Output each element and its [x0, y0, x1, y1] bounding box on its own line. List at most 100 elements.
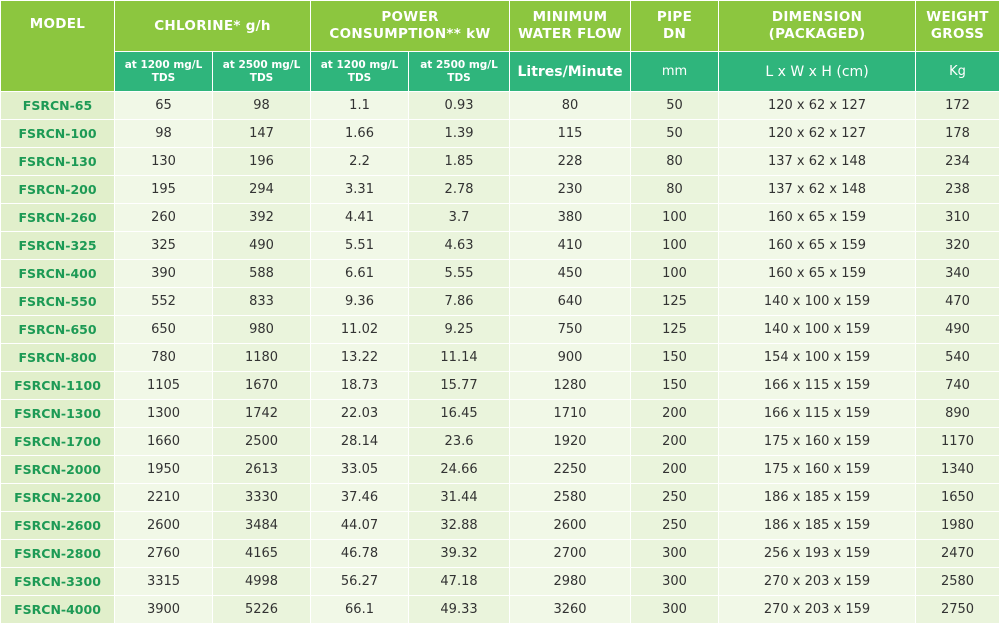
cell-chlorine-2500: 1180 [211, 343, 312, 372]
cell-pipe-dn: 300 [630, 567, 720, 596]
cell-dimension: 160 x 65 x 159 [718, 259, 917, 288]
cell-weight: 238 [915, 175, 999, 204]
table-row: FSRCN-3300 3315 4998 56.27 47.18 2980 300 270 x… [0, 567, 999, 596]
cell-water-flow: 80 [509, 91, 632, 120]
cell-power-1200: 66.1 [310, 595, 410, 624]
cell-power-1200: 1.66 [310, 119, 410, 148]
cell-power-2500: 23.6 [408, 427, 511, 456]
cell-dimension: 160 x 65 x 159 [718, 203, 917, 232]
cell-power-2500: 5.55 [408, 259, 511, 288]
cell-power-1200: 13.22 [310, 343, 410, 372]
cell-model: FSRCN-4000 [0, 595, 115, 624]
cell-chlorine-2500: 4165 [211, 539, 312, 568]
cell-dimension: 140 x 100 x 159 [718, 315, 917, 344]
table-row: FSRCN-650 650 980 11.02 9.25 750 125 140 x 100 … [0, 315, 999, 344]
cell-model: FSRCN-1300 [0, 399, 115, 428]
cell-power-2500: 49.33 [408, 595, 511, 624]
table-row: FSRCN-1300 1300 1742 22.03 16.45 1710 200 166 x… [0, 399, 999, 428]
cell-power-2500: 39.32 [408, 539, 511, 568]
cell-chlorine-2500: 833 [211, 287, 312, 316]
cell-pipe-dn: 100 [630, 231, 720, 260]
cell-weight: 172 [915, 91, 999, 120]
cell-model: FSRCN-2200 [0, 483, 115, 512]
cell-pipe-dn: 100 [630, 259, 720, 288]
cell-weight: 2750 [915, 595, 999, 624]
subheader-pipe-unit: mm [630, 51, 720, 92]
table-row: FSRCN-65 65 98 1.1 0.93 80 50 120 x 62 x 127 172 [0, 91, 999, 120]
cell-chlorine-1200: 1300 [114, 399, 213, 428]
cell-chlorine-2500: 392 [211, 203, 312, 232]
table-row: FSRCN-550 552 833 9.36 7.86 640 125 140 x 100 x… [0, 287, 999, 316]
cell-pipe-dn: 200 [630, 399, 720, 428]
cell-power-2500: 1.39 [408, 119, 511, 148]
cell-weight: 310 [915, 203, 999, 232]
cell-power-1200: 6.61 [310, 259, 410, 288]
cell-chlorine-2500: 147 [211, 119, 312, 148]
cell-pipe-dn: 80 [630, 147, 720, 176]
cell-model: FSRCN-3300 [0, 567, 115, 596]
cell-chlorine-1200: 1950 [114, 455, 213, 484]
cell-chlorine-1200: 2600 [114, 511, 213, 540]
cell-water-flow: 2700 [509, 539, 632, 568]
subheader-weight-unit: Kg [915, 51, 999, 92]
cell-weight: 1980 [915, 511, 999, 540]
cell-pipe-dn: 50 [630, 119, 720, 148]
subheader-chlorine-2500: at 2500 mg/L TDS [211, 51, 312, 92]
cell-chlorine-1200: 260 [114, 203, 213, 232]
cell-power-2500: 1.85 [408, 147, 511, 176]
cell-pipe-dn: 250 [630, 483, 720, 512]
cell-water-flow: 750 [509, 315, 632, 344]
header-row: MODEL CHLORINE* g/h POWER CONSUMPTION** … [0, 0, 999, 92]
cell-pipe-dn: 250 [630, 511, 720, 540]
cell-dimension: 137 x 62 x 148 [718, 175, 917, 204]
cell-power-1200: 9.36 [310, 287, 410, 316]
subheader-dimension-unit: L x W x H (cm) [718, 51, 917, 92]
cell-chlorine-1200: 1105 [114, 371, 213, 400]
cell-power-1200: 5.51 [310, 231, 410, 260]
cell-power-1200: 28.14 [310, 427, 410, 456]
cell-pipe-dn: 100 [630, 203, 720, 232]
cell-chlorine-1200: 130 [114, 147, 213, 176]
table-row: FSRCN-100 98 147 1.66 1.39 115 50 120 x 62 x 12… [0, 119, 999, 148]
cell-pipe-dn: 50 [630, 91, 720, 120]
cell-chlorine-2500: 4998 [211, 567, 312, 596]
table-row: FSRCN-1100 1105 1670 18.73 15.77 1280 150 166 x… [0, 371, 999, 400]
cell-power-2500: 3.7 [408, 203, 511, 232]
table-row: FSRCN-2000 1950 2613 33.05 24.66 2250 200 175 x… [0, 455, 999, 484]
header-model: MODEL [0, 0, 115, 92]
cell-chlorine-2500: 98 [211, 91, 312, 120]
cell-water-flow: 3260 [509, 595, 632, 624]
cell-model: FSRCN-800 [0, 343, 115, 372]
cell-weight: 490 [915, 315, 999, 344]
cell-power-1200: 37.46 [310, 483, 410, 512]
cell-weight: 1170 [915, 427, 999, 456]
header-chlorine: CHLORINE* g/h [113, 0, 312, 52]
cell-model: FSRCN-130 [0, 147, 115, 176]
cell-chlorine-2500: 196 [211, 147, 312, 176]
cell-chlorine-1200: 390 [114, 259, 213, 288]
cell-chlorine-1200: 2760 [114, 539, 213, 568]
cell-chlorine-1200: 552 [114, 287, 213, 316]
cell-water-flow: 380 [509, 203, 632, 232]
cell-model: FSRCN-1100 [0, 371, 115, 400]
cell-power-2500: 11.14 [408, 343, 511, 372]
cell-water-flow: 228 [509, 147, 632, 176]
cell-power-1200: 44.07 [310, 511, 410, 540]
table-row: FSRCN-400 390 588 6.61 5.55 450 100 160 x 65 x … [0, 259, 999, 288]
cell-power-2500: 0.93 [408, 91, 511, 120]
cell-weight: 234 [915, 147, 999, 176]
cell-weight: 740 [915, 371, 999, 400]
cell-water-flow: 115 [509, 119, 632, 148]
table-row: FSRCN-325 325 490 5.51 4.63 410 100 160 x 65 x … [0, 231, 999, 260]
cell-dimension: 140 x 100 x 159 [718, 287, 917, 316]
table-row: FSRCN-260 260 392 4.41 3.7 380 100 160 x 65 x 1… [0, 203, 999, 232]
cell-model: FSRCN-2600 [0, 511, 115, 540]
subheader-power-1200: at 1200 mg/L TDS [310, 51, 410, 92]
cell-power-2500: 4.63 [408, 231, 511, 260]
cell-weight: 540 [915, 343, 999, 372]
cell-chlorine-1200: 65 [114, 91, 213, 120]
table-row: FSRCN-1700 1660 2500 28.14 23.6 1920 200 175 x … [0, 427, 999, 456]
cell-power-2500: 31.44 [408, 483, 511, 512]
header-pipe-dn: PIPE DN [630, 0, 720, 52]
cell-weight: 2580 [915, 567, 999, 596]
